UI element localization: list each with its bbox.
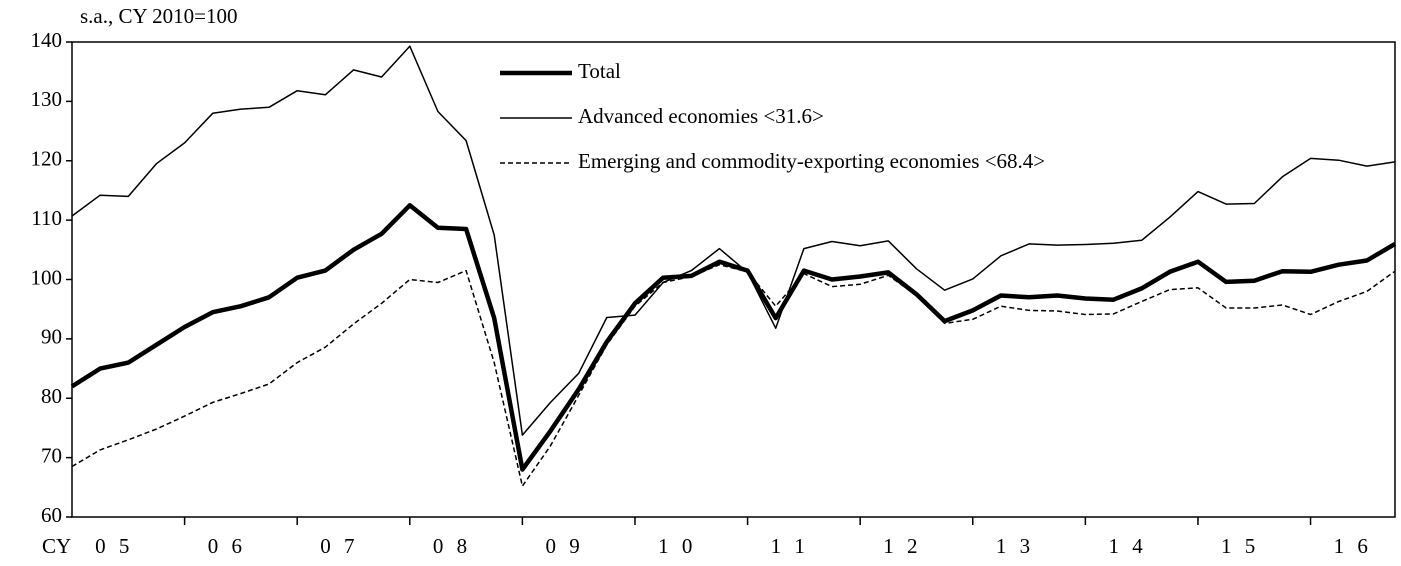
legend-label: Advanced economies <31.6>	[578, 104, 824, 128]
series-line	[71, 263, 1396, 487]
y-tick-label: 110	[31, 206, 62, 230]
y-tick-label: 120	[31, 147, 63, 171]
x-tick-label: 0 5	[95, 534, 133, 558]
x-tick-label: 1 5	[1221, 534, 1259, 558]
y-tick-label: 60	[41, 503, 62, 527]
x-tick-label: 1 6	[1334, 534, 1372, 558]
x-tick-label: 1 3	[996, 534, 1034, 558]
y-tick-label: 90	[41, 325, 62, 349]
y-tick-label: 100	[31, 265, 63, 289]
x-tick-label: 0 7	[320, 534, 358, 558]
x-axis-prefix: CY	[42, 534, 71, 558]
y-tick-label: 130	[31, 87, 63, 111]
legend-label: Total	[578, 59, 621, 83]
x-tick-label: 1 2	[883, 534, 921, 558]
series-line	[71, 45, 1396, 436]
x-tick-label: 0 9	[545, 534, 583, 558]
x-tick-label: 1 1	[771, 534, 809, 558]
y-tick-label: 80	[41, 384, 62, 408]
y-tick-label: 140	[31, 28, 63, 52]
x-tick-label: 1 0	[658, 534, 696, 558]
x-tick-label: 1 4	[1108, 534, 1146, 558]
x-tick-label: 0 6	[208, 534, 246, 558]
series-line	[70, 203, 1397, 472]
y-tick-label: 70	[41, 443, 62, 467]
x-tick-label: 0 8	[433, 534, 471, 558]
chart-title: s.a., CY 2010=100	[80, 4, 237, 28]
legend-label: Emerging and commodity-exporting economi…	[578, 149, 1045, 173]
